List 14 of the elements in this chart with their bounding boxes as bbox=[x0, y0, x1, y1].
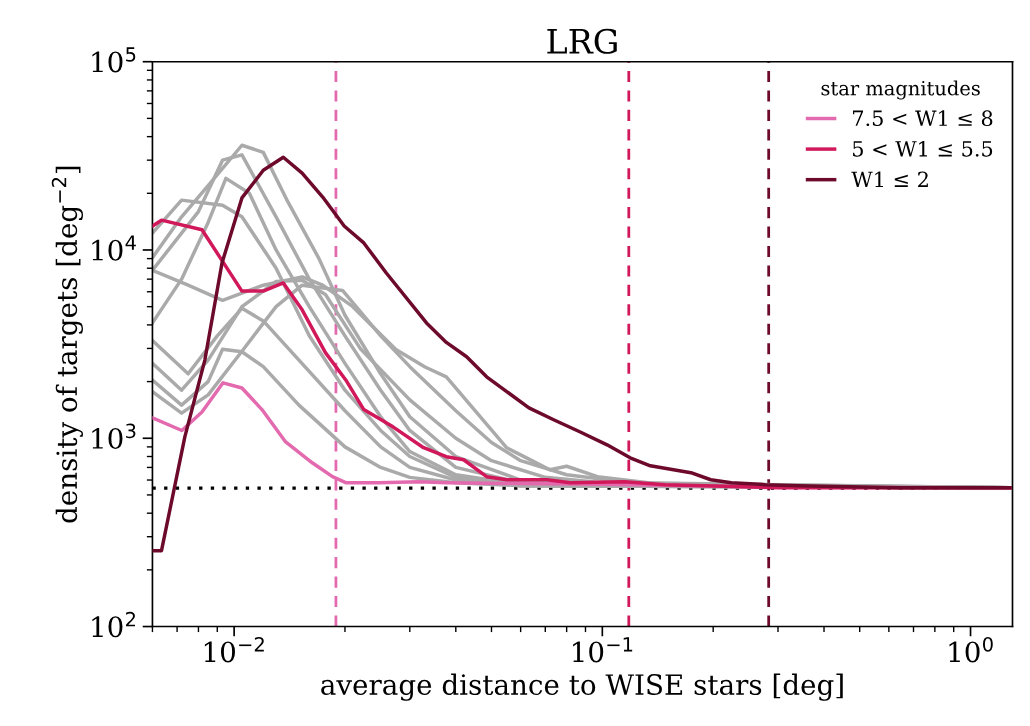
y-tick-label: 10$^{2}$ bbox=[92, 611, 135, 638]
legend-label: 5 < W1 ≤ 5.5 bbox=[853, 140, 993, 157]
legend-label: W1 ≤ 2 bbox=[851, 171, 928, 187]
x-axis-title: average distance to WISE stars [deg] bbox=[321, 673, 843, 701]
legend-label: 7.5 < W1 ≤ 8 bbox=[853, 110, 993, 127]
chart-title: LRG bbox=[547, 28, 617, 54]
x-tick-label: 10$^{0}$ bbox=[949, 636, 993, 663]
x-tick-label: 10$^{−2}$ bbox=[204, 636, 264, 663]
y-axis-title: density of targets [deg$^{−2}$] bbox=[51, 166, 83, 523]
y-tick-label: 10$^{4}$ bbox=[92, 235, 136, 261]
y-tick-label: 10$^{3}$ bbox=[92, 423, 136, 449]
x-tick-label: 10$^{−1}$ bbox=[573, 637, 633, 663]
legend-title: star magnitudes bbox=[821, 80, 980, 100]
y-tick-label: 10$^{5}$ bbox=[92, 47, 136, 73]
